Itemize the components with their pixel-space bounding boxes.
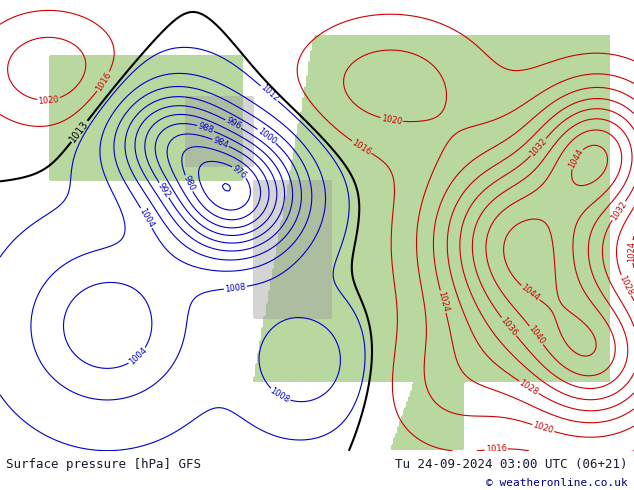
Text: 1020: 1020: [380, 114, 403, 126]
Text: 1020: 1020: [38, 95, 60, 105]
Text: 1032: 1032: [609, 199, 628, 222]
Text: 1004: 1004: [127, 346, 148, 367]
Text: 1024: 1024: [436, 291, 450, 313]
Text: 984: 984: [212, 136, 230, 150]
Text: Tu 24-09-2024 03:00 UTC (06+21): Tu 24-09-2024 03:00 UTC (06+21): [395, 458, 628, 471]
Text: 1024: 1024: [627, 241, 634, 262]
Text: 1044: 1044: [519, 283, 541, 303]
Text: 1012: 1012: [259, 83, 280, 104]
Text: 1036: 1036: [499, 316, 519, 338]
Text: 1016: 1016: [351, 138, 373, 157]
Text: © weatheronline.co.uk: © weatheronline.co.uk: [486, 478, 628, 488]
Text: 1040: 1040: [526, 324, 546, 346]
Text: 1016: 1016: [486, 444, 507, 454]
Text: 980: 980: [181, 174, 196, 193]
Text: 996: 996: [224, 116, 242, 132]
Text: 1013: 1013: [68, 119, 91, 144]
Text: 1004: 1004: [137, 207, 155, 229]
Text: Surface pressure [hPa] GFS: Surface pressure [hPa] GFS: [6, 458, 202, 471]
Text: 1028: 1028: [517, 378, 540, 397]
Text: 1008: 1008: [269, 386, 291, 405]
Text: 988: 988: [197, 121, 215, 135]
Text: 1020: 1020: [532, 421, 555, 436]
Text: 1044: 1044: [567, 147, 585, 170]
Text: 976: 976: [231, 163, 249, 180]
Text: 1008: 1008: [224, 282, 247, 294]
Text: 1000: 1000: [256, 126, 278, 146]
Text: 992: 992: [156, 181, 172, 199]
Text: 1016: 1016: [94, 70, 113, 93]
Text: 1028: 1028: [618, 274, 634, 297]
Text: 1032: 1032: [528, 136, 549, 158]
